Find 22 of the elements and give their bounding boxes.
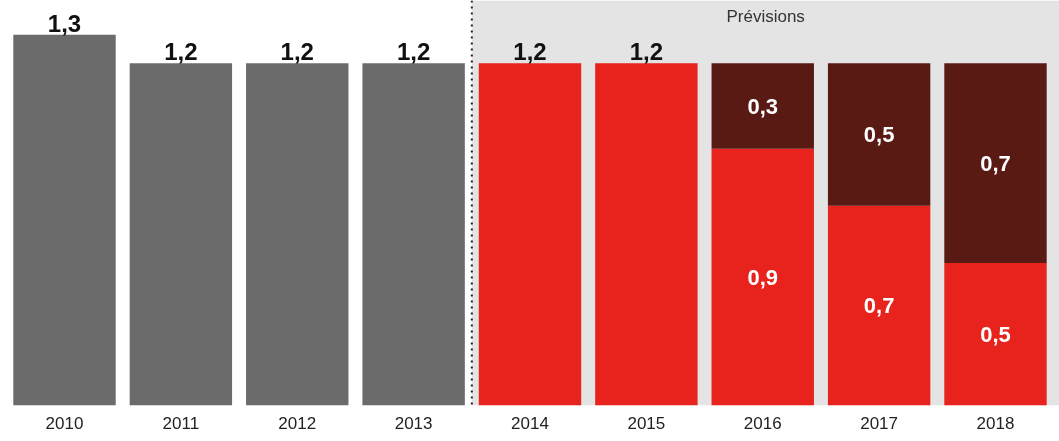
- data-label: 0,9: [747, 264, 779, 290]
- data-label: 0,7: [980, 150, 1011, 176]
- x-tick-label: 2010: [45, 413, 84, 433]
- data-label: 0,5: [980, 321, 1011, 347]
- band-label: Prévisions: [726, 6, 805, 26]
- x-tick-label: 2018: [976, 413, 1015, 433]
- data-label: 1,2: [164, 38, 198, 66]
- x-tick-label: 2015: [627, 413, 666, 433]
- x-tick-label: 2013: [394, 413, 433, 433]
- data-label: 1,2: [396, 38, 431, 66]
- data-label: 1,3: [47, 9, 82, 37]
- x-tick-label: 2016: [743, 413, 782, 433]
- data-label: 1,2: [629, 38, 664, 66]
- data-label: 0,7: [863, 293, 895, 319]
- x-tick-label: 2012: [278, 413, 317, 433]
- data-label: 1,2: [280, 38, 314, 66]
- x-tick-label: 2014: [511, 413, 549, 433]
- x-tick-label: 2011: [162, 413, 200, 433]
- data-label: 1,2: [513, 38, 547, 66]
- data-label: 0,3: [747, 93, 779, 119]
- data-label: 0,5: [863, 122, 895, 148]
- x-tick-label: 2017: [860, 413, 899, 433]
